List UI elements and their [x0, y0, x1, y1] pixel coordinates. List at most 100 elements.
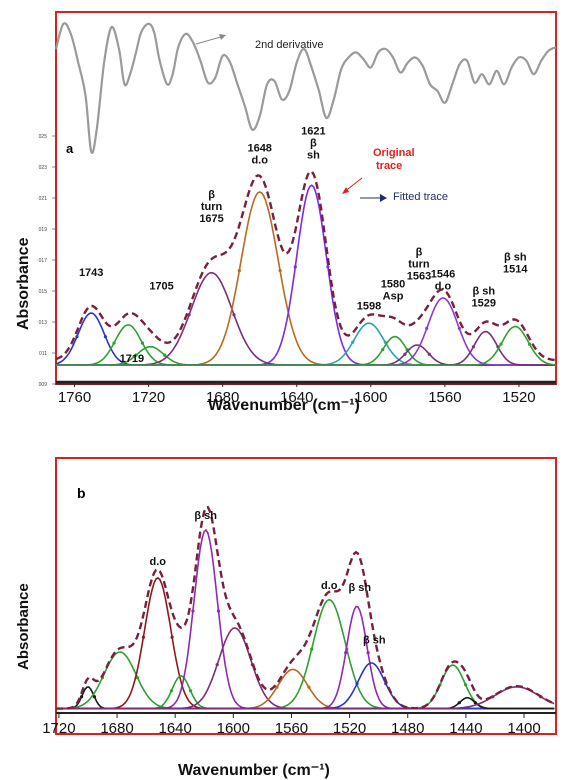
band-label-9: β turn 1563 [407, 246, 431, 282]
x-tick-label-1520: 1520 [502, 389, 535, 406]
band-marker-4-2 [169, 689, 173, 693]
x-tick-label-1440: 1440 [449, 720, 482, 737]
x-tick-label-1640: 1640 [280, 389, 313, 406]
band-marker-4-1 [232, 313, 236, 317]
band-label-11: β sh 1529 [472, 285, 496, 309]
band-marker-2-2 [112, 341, 116, 345]
band-marker-9-2 [344, 651, 348, 655]
component-band-12 [56, 325, 557, 366]
band-label-4: β sh [348, 582, 371, 594]
band-label-5: β sh [363, 634, 386, 646]
band-marker-9-1 [366, 651, 370, 655]
x-tick-label-1720: 1720 [132, 389, 165, 406]
panel-b-label: b [77, 485, 86, 501]
x-tick-label-1680: 1680 [206, 389, 239, 406]
x-tick-label-1680: 1680 [100, 720, 133, 737]
band-marker-3-2 [141, 635, 145, 639]
band-marker-12-2 [457, 701, 461, 705]
component-band-13 [56, 686, 555, 710]
panel-a-label: a [66, 141, 74, 156]
band-marker-3-2 [134, 353, 138, 357]
band-marker-5-2 [237, 269, 241, 273]
band-marker-12-1 [527, 342, 532, 346]
panel-a-y-label: Absorbance [15, 237, 32, 330]
band-marker-7-2 [351, 340, 355, 344]
band-label-4: β turn 1675 [199, 189, 223, 225]
band-marker-4-1 [189, 689, 193, 693]
band-marker-4-2 [187, 313, 191, 317]
x-tick-label-1520: 1520 [333, 720, 366, 737]
x-tick-label-1640: 1640 [158, 720, 191, 737]
x-tick-label-1720: 1720 [42, 720, 75, 737]
y-tick-label-019: 019 [39, 227, 48, 233]
x-tick-label-1760: 1760 [58, 389, 91, 406]
panel-b-y-label: Absorbance [15, 583, 32, 670]
band-marker-10-2 [355, 682, 359, 686]
band-marker-6-2 [215, 663, 219, 667]
band-marker-5-1 [216, 609, 221, 613]
band-label-3: 1705 [149, 281, 173, 293]
y-tick-label-025: 025 [39, 134, 48, 140]
y-tick-label-009: 009 [39, 382, 48, 388]
fitted-trace-label: Fitted trace [393, 191, 448, 203]
band-label-12: β sh 1514 [503, 252, 528, 276]
band-marker-8-2 [310, 647, 314, 651]
band-marker-6-2 [293, 265, 297, 269]
band-marker-1-1 [103, 335, 107, 339]
y-tick-label-013: 013 [39, 320, 48, 326]
band-marker-3-1 [163, 353, 167, 357]
band-marker-7-2 [275, 685, 279, 689]
fitted-trace-arrowhead [380, 194, 387, 202]
band-marker-9-2 [403, 352, 407, 356]
panel-a: 025 023 021 019 017 015 013 011 009 1760 1720 1680… [15, 11, 557, 414]
band-marker-1-2 [75, 335, 79, 339]
band-label-8: 1580 Asp [381, 279, 405, 303]
derivative-arrow [195, 35, 225, 45]
panel-b-annotations: d.o β sh d.o β sh β sh [149, 510, 385, 646]
band-marker-8-2 [381, 348, 385, 352]
y-tick-label-015: 015 [39, 289, 48, 295]
band-marker-10-1 [457, 326, 461, 330]
original-trace-label-line-2: trace [376, 160, 402, 172]
original-trace-label-line-1: Original [373, 147, 415, 159]
band-marker-2-1 [140, 341, 145, 345]
band-label-5: 1648 d.o [247, 142, 271, 166]
panel-b-x-label: Wavenumber (cm⁻¹) [178, 762, 330, 779]
x-tick-label-1600: 1600 [354, 389, 387, 406]
band-label-6: 1621 β sh [301, 125, 325, 161]
panel-a-x-ticks: 1760 1720 1680 1640 1600 1560 1520 [58, 382, 536, 406]
band-marker-5-2 [191, 609, 195, 613]
panel-b: 1720 1680 1640 1600 1560 1520 1480 1440 1400 d.o… [15, 457, 557, 779]
y-tick-label-017: 017 [39, 258, 48, 264]
band-marker-1-2 [80, 695, 84, 699]
derivative-arrowhead [219, 34, 226, 40]
band-marker-11-1 [464, 683, 468, 687]
band-label-2: 1719 [120, 353, 144, 365]
panel-a-y-ticks: 025 023 021 019 017 015 013 011 009 [39, 134, 56, 388]
band-marker-5-1 [278, 269, 282, 273]
band-marker-12-1 [473, 701, 477, 705]
panel-a-x-label: Wavenumber (cm⁻¹) [208, 397, 360, 414]
band-marker-3-1 [170, 635, 174, 639]
panel-b-bands [56, 528, 555, 710]
band-marker-9-1 [427, 352, 431, 356]
band-marker-12-2 [499, 342, 503, 346]
x-tick-label-1600: 1600 [217, 720, 250, 737]
band-marker-2-1 [135, 676, 140, 680]
x-tick-label-1560: 1560 [428, 389, 461, 406]
band-marker-7-1 [307, 685, 311, 689]
y-tick-label-021: 021 [39, 196, 48, 202]
derivative-label: 2nd derivative [255, 39, 324, 51]
band-label-3: d.o [321, 580, 338, 592]
derivative-trace [54, 22, 557, 154]
band-marker-1-1 [92, 695, 96, 699]
band-label-2: β sh [194, 510, 217, 522]
band-marker-6-1 [326, 265, 330, 269]
panel-b-x-ticks: 1720 1680 1640 1600 1560 1520 1480 1440 1400 [42, 713, 541, 737]
original-trace-arrowhead [342, 187, 349, 194]
y-tick-label-011: 011 [39, 351, 47, 357]
band-label-1: d.o [149, 556, 166, 568]
band-label-10: 1546 d.o [431, 269, 455, 293]
